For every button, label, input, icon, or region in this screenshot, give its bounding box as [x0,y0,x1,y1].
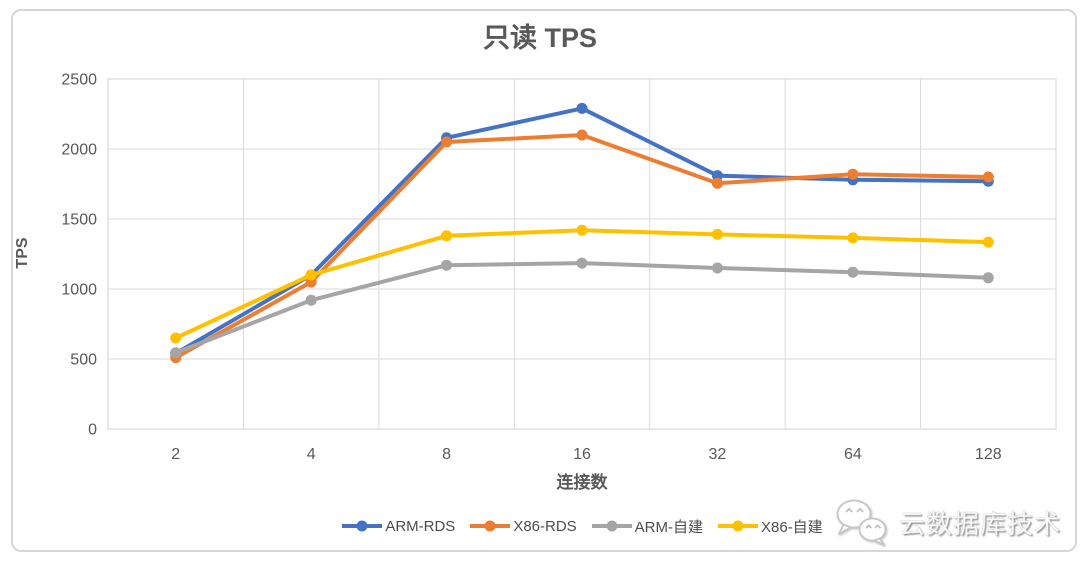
x-tick-label: 32 [709,446,727,463]
legend-item: X86-RDS [469,517,577,535]
data-point-ARM-自建 [576,257,588,269]
chart-card [11,9,1077,552]
legend-marker-icon [470,520,511,532]
data-point-X86-RDS [576,129,588,141]
y-tick-label: 2500 [61,72,97,89]
x-tick-label: 16 [573,446,591,463]
legend-label: ARM-RDS [385,517,456,535]
legend-label: X86-RDS [513,517,577,535]
data-point-X86-自建 [170,332,182,344]
data-point-X86-自建 [441,230,453,242]
wechat-icon [836,499,887,546]
data-point-X86-RDS [982,171,994,183]
watermark-text: 云数据库技术 [899,508,1062,539]
data-point-X86-自建 [576,224,588,236]
data-point-ARM-自建 [305,294,317,306]
y-tick-label: 0 [88,422,97,439]
data-point-ARM-自建 [711,262,723,274]
y-tick-label: 1500 [61,212,97,229]
x-tick-label: 8 [442,446,451,463]
series-line-X86-RDS [173,133,991,360]
data-point-X86-RDS [711,177,723,189]
chart-legend: ARM-RDS X86-RDS ARM-自建 X86-自建 [108,514,1056,538]
y-tick-label: 500 [70,352,97,369]
legend-marker-icon [591,520,632,532]
data-point-X86-RDS [441,136,453,148]
data-point-X86-RDS [847,168,859,180]
data-point-X86-自建 [305,269,317,281]
data-point-X86-自建 [847,232,859,244]
data-point-ARM-自建 [441,259,453,271]
legend-label: X86-自建 [761,518,823,536]
y-tick-label: 2000 [61,142,97,159]
data-point-ARM-自建 [170,347,182,359]
legend-item: ARM-自建 [591,516,703,537]
watermark: 云数据库技术 [833,497,1061,547]
chart-title: 只读 TPS [482,23,597,53]
x-tick-label: 64 [844,446,862,463]
legend-marker-icon [718,520,758,532]
legend-marker-icon [342,520,383,532]
x-tick-label: 128 [975,446,1002,463]
legend-item: ARM-RDS [341,518,455,535]
legend-label: ARM-自建 [634,518,703,536]
data-point-ARM-自建 [982,272,994,284]
data-point-X86-自建 [982,236,994,248]
x-axis-title: 连接数 [556,473,608,492]
legend-item: X86-自建 [717,516,823,537]
x-tick-label: 2 [171,446,180,463]
x-tick-label: 4 [307,446,316,463]
data-point-X86-自建 [711,228,723,240]
data-point-ARM-RDS [711,170,723,182]
data-point-ARM-自建 [847,266,859,278]
plot-border [107,78,1057,430]
series-line-ARM-自建 [173,261,991,355]
data-point-ARM-RDS [576,102,588,114]
y-tick-label: 1000 [61,282,97,299]
